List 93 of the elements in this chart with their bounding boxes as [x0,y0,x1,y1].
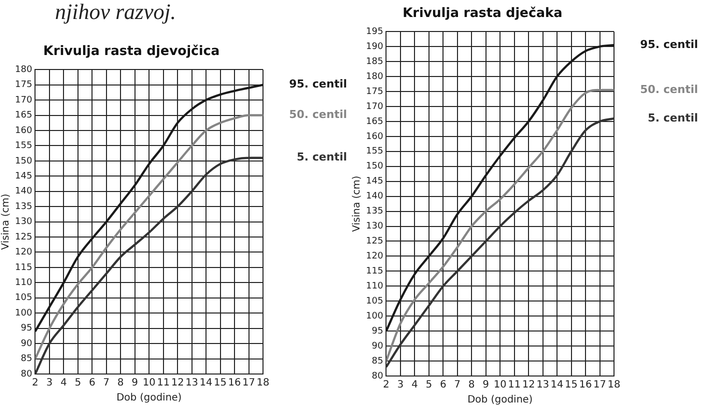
y-tick-label: 190 [366,42,384,52]
y-axis-title: Visina (cm) [0,194,12,250]
y-tick-label: 150 [366,162,384,172]
y-tick-label: 175 [14,80,32,90]
x-tick-label: 18 [608,380,620,391]
x-tick-label: 12 [171,378,184,389]
x-tick-label: 15 [564,380,578,391]
x-tick-label: 8 [468,380,475,391]
x-tick-label: 2 [382,380,390,391]
y-tick-label: 135 [366,206,384,217]
y-tick-label: 145 [14,171,32,182]
x-tick-label: 14 [550,380,564,391]
y-tick-label: 130 [366,222,384,232]
y-tick-label: 90 [20,338,32,349]
x-tick-label: 16 [579,380,592,391]
x-tick-label: 4 [411,380,418,391]
y-tick-label: 80 [20,369,32,380]
x-tick-label: 5 [74,378,82,389]
y-tick-label: 165 [366,116,384,127]
y-tick-label: 120 [366,252,384,262]
x-tick-label: 10 [494,380,506,391]
y-tick-label: 95 [372,326,384,336]
y-tick-label: 150 [14,156,32,166]
x-tick-label: 16 [228,378,241,389]
x-tick-label: 8 [117,378,124,389]
y-tick-label: 160 [14,126,32,136]
x-tick-label: 7 [103,378,110,389]
y-tick-label: 130 [14,217,32,228]
y-tick-label: 170 [14,95,32,106]
x-tick-label: 11 [156,378,170,389]
text: njihov razvoj. [55,0,176,24]
y-tick-label: 140 [14,186,32,197]
y-tick-label: 180 [366,72,384,82]
y-tick-label: 155 [366,146,384,157]
y-tick-label: 95 [20,324,32,334]
x-tick-label: 12 [522,380,535,391]
x-tick-label: 9 [132,378,138,389]
y-tick-label: 115 [366,266,384,277]
y-tick-label: 160 [366,132,384,142]
text: 5. centil [648,111,698,124]
x-tick-label: 6 [440,380,446,391]
line-series [35,114,263,360]
x-tick-label: 10 [142,378,156,389]
y-axis-title: Visina (cm) [352,176,363,232]
y-tick-label: 125 [366,236,384,247]
x-axis-title: Dob (godine) [467,394,533,406]
x-tick-label: 7 [454,380,461,391]
y-tick-label: 100 [366,311,384,322]
y-tick-label: 145 [366,176,384,187]
y-tick-label: 180 [14,64,32,75]
y-tick-label: 115 [14,262,32,273]
x-tick-label: 13 [185,378,198,389]
x-tick-label: 6 [88,378,96,389]
y-tick-label: 105 [366,296,384,306]
y-tick-label: 125 [14,232,32,242]
y-tick-label: 85 [20,354,32,364]
y-tick-label: 85 [372,356,384,366]
x-tick-label: 13 [536,380,550,391]
x-tick-label: 9 [482,380,490,391]
x-tick-label: 5 [426,380,432,391]
y-tick-label: 165 [14,110,32,121]
x-tick-label: 3 [397,380,404,391]
chart-title: Krivulja rasta djevojčica [43,44,220,60]
text: 50. centil [640,82,698,96]
x-tick-label: 17 [593,380,606,391]
y-tick-label: 195 [366,26,384,37]
x-tick-label: 3 [46,378,53,389]
y-tick-label: 135 [14,202,32,212]
text: 50. centil [289,108,347,122]
y-tick-label: 175 [366,86,384,97]
y-tick-label: 155 [14,141,32,152]
x-tick-label: 14 [200,378,212,389]
x-tick-label: 17 [242,378,256,389]
x-tick-label: 2 [32,378,38,389]
text: 95. centil [640,38,698,51]
chart-title: Krivulja rasta dječaka [402,6,562,22]
x-tick-label: 4 [60,378,67,389]
y-tick-label: 185 [366,56,384,67]
text: 5. centil [296,150,347,164]
x-axis-title: Dob (godine) [116,392,182,404]
text: 95. centil [289,78,347,91]
y-tick-label: 80 [372,371,384,382]
y-tick-label: 120 [14,248,32,258]
y-tick-label: 105 [14,293,32,304]
y-tick-label: 100 [14,308,32,318]
y-tick-label: 140 [366,192,384,202]
y-tick-label: 110 [14,278,32,288]
y-tick-label: 110 [366,282,384,292]
y-tick-label: 90 [372,341,384,352]
y-tick-label: 170 [366,102,384,112]
x-tick-label: 11 [508,380,521,391]
x-tick-label: 15 [214,378,227,389]
x-tick-label: 18 [256,378,270,389]
